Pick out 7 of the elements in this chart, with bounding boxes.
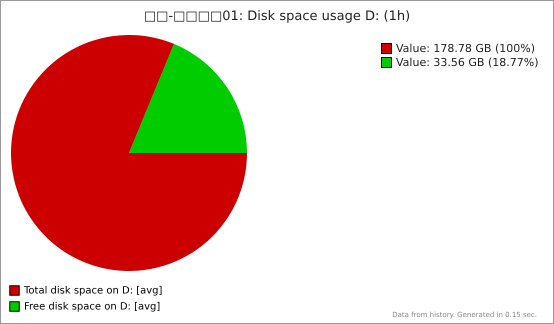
text: □□-□□□□01: Disk space usage D: (1h) (144, 9, 410, 24)
legend-label: Free disk space on D: [avg] (24, 302, 160, 312)
text: Value: 33.56 GB (18.77%) (396, 56, 538, 68)
pie-slice (11, 35, 247, 271)
pie-slice (129, 44, 247, 153)
legend-label: Total disk space on D: [avg] (23, 286, 163, 296)
text: Value: 178.78 GB (100%) (396, 42, 535, 54)
